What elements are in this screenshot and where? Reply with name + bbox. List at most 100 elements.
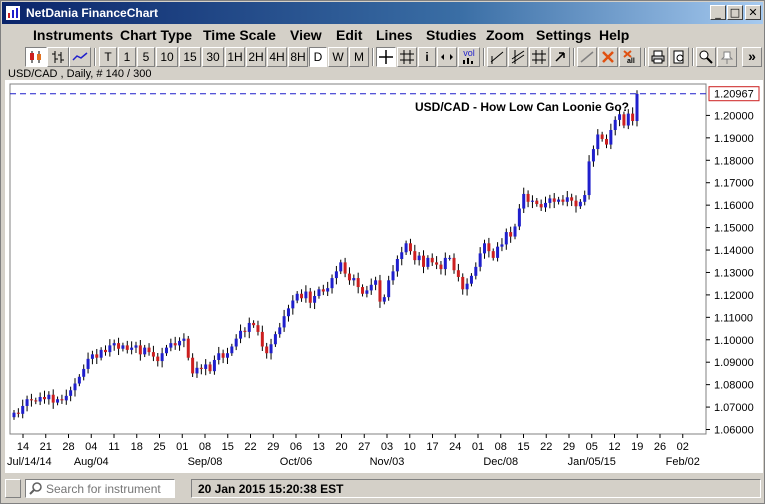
candle-up [86,358,90,369]
toolbar-overflow-button[interactable]: » [742,47,762,67]
close-button[interactable]: ✕ [745,5,761,20]
candle-down [356,278,360,288]
x-tick-label: 26 [654,441,666,453]
candlestick-chart-button[interactable] [25,47,47,67]
menu-chart-type[interactable]: Chart Type [120,27,193,43]
candle-down [539,204,543,208]
title-bar[interactable]: NetDania FinanceChart _ □ ✕ [2,2,763,24]
pointer-button[interactable] [550,47,570,67]
candle-up [108,345,112,353]
menu-zoom[interactable]: Zoom [486,27,525,43]
fibonacci-button[interactable] [529,47,549,67]
candle-up [426,257,430,267]
candle-up [530,200,534,202]
menu-help[interactable]: Help [599,27,630,43]
menu-lines[interactable]: Lines [376,27,413,43]
candle-up [38,396,42,402]
candle-down [461,276,465,290]
window-title: NetDania FinanceChart [26,6,159,20]
candle-down [51,394,55,403]
timeframe-1h[interactable]: 1H [225,47,245,67]
search-input[interactable] [46,481,172,496]
candle-up [369,284,373,291]
x-tick-label: 27 [358,441,370,453]
candle-down [343,262,347,274]
y-tick-label: 1.20000 [714,110,754,122]
maximize-button[interactable]: □ [727,5,743,20]
info-button[interactable]: i [418,47,436,67]
x-tick-label: 17 [426,441,438,453]
candle-down [95,354,99,358]
menu-edit[interactable]: Edit [336,27,363,43]
candle-down [260,331,264,347]
candle-down [243,330,247,332]
delete-x-icon [602,51,614,63]
candle-down [347,273,351,281]
y-tick-label: 1.18000 [714,155,754,167]
candle-up [21,405,25,414]
candle-up [64,395,68,401]
crosshair-button[interactable] [376,47,396,67]
menu-settings[interactable]: Settings [536,27,592,43]
menu-instruments[interactable]: Instruments [33,27,114,43]
candle-up [578,201,582,207]
instrument-search[interactable] [25,479,175,498]
candle-up [443,257,447,270]
timeframe-tick[interactable]: T [99,47,117,67]
grid-button[interactable] [397,47,417,67]
timeframe-30min[interactable]: 30 [202,47,224,67]
x-month-label: Jul/14/14 [7,456,52,468]
print-button[interactable] [648,47,668,67]
candlestick-icon [30,51,41,63]
line-chart-button[interactable] [69,47,91,67]
candle-up [591,149,595,162]
candle-up [313,296,317,303]
menu-studies[interactable]: Studies [426,27,477,43]
y-tick-label: 1.10000 [714,335,754,347]
candle-down [600,134,604,139]
y-tick-label: 1.13000 [714,267,754,279]
minimize-button[interactable]: _ [710,5,726,20]
x-tick-label: 24 [449,441,461,453]
timeframe-5min[interactable]: 5 [137,47,155,67]
candle-down [509,232,513,237]
volume-label: vol [463,48,475,58]
delete-all-button[interactable]: all [619,47,641,67]
pin-button[interactable] [717,47,737,67]
candle-down [208,364,212,372]
arrow-pointer-icon [555,52,565,62]
scroll-arrows-button[interactable] [437,47,457,67]
printer-icon [651,50,665,64]
timeframe-1min[interactable]: 1 [118,47,136,67]
timeframe-daily[interactable]: D [309,47,327,67]
ohlc-bar-chart-button[interactable] [47,47,69,67]
candle-up [391,271,395,281]
timeframe-15min[interactable]: 15 [179,47,201,67]
timeframe-2h[interactable]: 2H [246,47,266,67]
candle-down [34,400,38,402]
chart-panel[interactable]: 1.06000 1.07000 1.08000 1.09000 1.10000 1.110… [5,80,763,473]
timeframe-weekly[interactable]: W [328,47,348,67]
price-chart[interactable]: 1.06000 1.07000 1.08000 1.09000 1.10000 1.110… [5,80,763,473]
zoom-button[interactable] [696,47,716,67]
candle-up [496,246,500,258]
channel-line-button[interactable] [508,47,528,67]
candle-up [395,259,399,272]
candle-up [47,394,51,400]
draw-line-button[interactable] [577,47,597,67]
x-tick-label: 15 [222,441,234,453]
candle-up [225,353,229,358]
y-tick-label: 1.19000 [714,133,754,145]
menu-view[interactable]: View [290,27,322,43]
timeframe-10min[interactable]: 10 [156,47,178,67]
timeframe-8h[interactable]: 8H [288,47,308,67]
delete-button[interactable] [598,47,618,67]
timeframe-monthly[interactable]: M [349,47,369,67]
print-preview-button[interactable] [669,47,689,67]
trend-line-button[interactable] [487,47,507,67]
volume-button[interactable]: vol [458,47,480,67]
timeframe-4h[interactable]: 4H [267,47,287,67]
menu-time-scale[interactable]: Time Scale [203,27,276,43]
status-grip [5,479,21,498]
plot-area[interactable] [9,83,707,435]
